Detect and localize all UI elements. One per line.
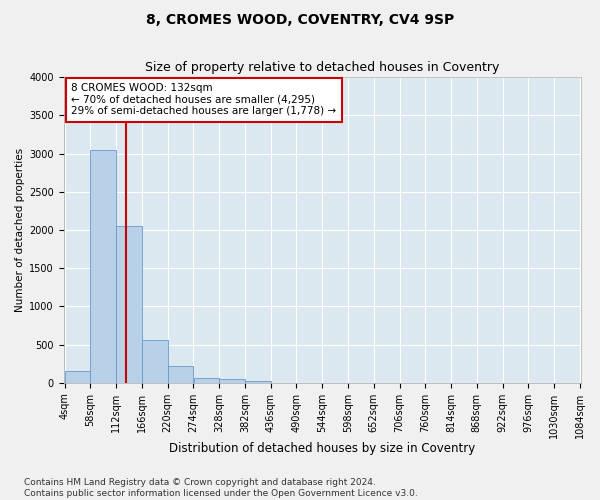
Bar: [65, 372, 90, 383]
Text: 8, CROMES WOOD, COVENTRY, CV4 9SP: 8, CROMES WOOD, COVENTRY, CV4 9SP: [146, 12, 454, 26]
Bar: [194, 378, 219, 383]
X-axis label: Distribution of detached houses by size in Coventry: Distribution of detached houses by size …: [169, 442, 475, 455]
Y-axis label: Number of detached properties: Number of detached properties: [15, 148, 25, 312]
Text: 8 CROMES WOOD: 132sqm
← 70% of detached houses are smaller (4,295)
29% of semi-d: 8 CROMES WOOD: 132sqm ← 70% of detached …: [71, 83, 337, 116]
Bar: [91, 150, 116, 383]
Bar: [245, 380, 271, 383]
Bar: [220, 379, 245, 383]
Bar: [116, 226, 142, 383]
Bar: [142, 340, 167, 383]
Bar: [168, 366, 193, 383]
Text: Contains HM Land Registry data © Crown copyright and database right 2024.
Contai: Contains HM Land Registry data © Crown c…: [24, 478, 418, 498]
Title: Size of property relative to detached houses in Coventry: Size of property relative to detached ho…: [145, 62, 499, 74]
